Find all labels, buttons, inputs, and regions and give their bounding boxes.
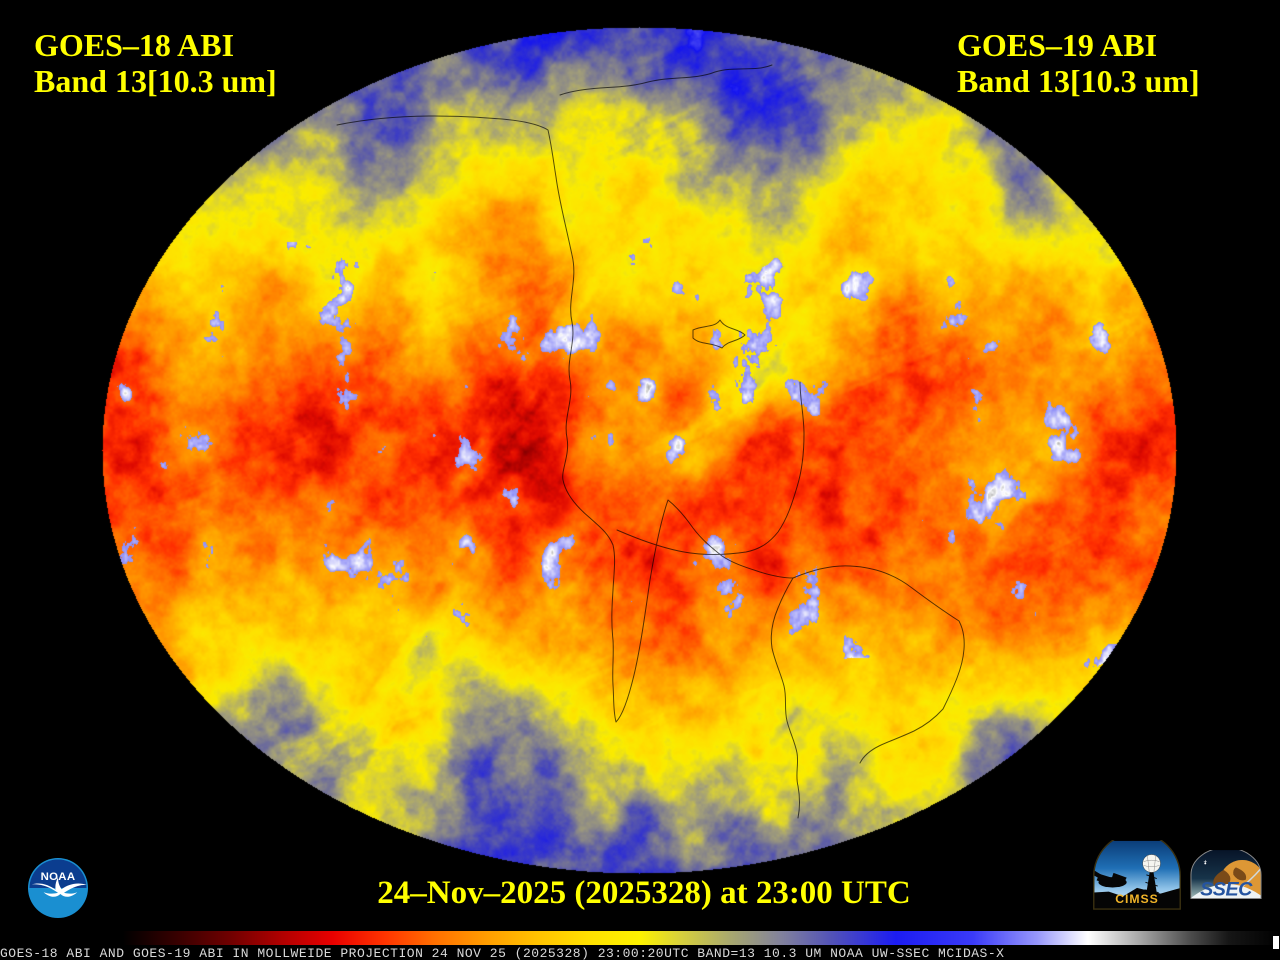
svg-text:CIMSS: CIMSS xyxy=(1115,892,1158,906)
svg-text:SSEC: SSEC xyxy=(1200,878,1253,900)
